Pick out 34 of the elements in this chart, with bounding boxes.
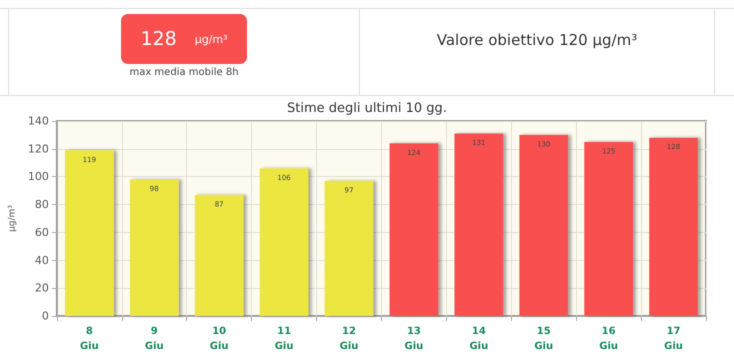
bar (130, 180, 179, 316)
x-tick-label: 12 Giu (340, 326, 358, 352)
bar (194, 194, 244, 316)
x-tick-label: 14 Giu (469, 326, 488, 352)
y-tick-label: 0 (42, 310, 49, 322)
bar (519, 134, 568, 316)
text: µg/m³ (194, 32, 228, 46)
y-tick-label: 100 (28, 170, 49, 184)
y-tick-label: 120 (28, 142, 49, 156)
text: Valore obiettivo 120 µg/m³ (360, 9, 715, 95)
bar (454, 134, 504, 316)
chart-title: Stime degli ultimi 10 gg. (287, 101, 447, 116)
x-tick-label: 16 Giu (599, 326, 618, 352)
x-tick-label: 10 Giu (210, 326, 229, 352)
y-tick-label: 40 (34, 254, 49, 267)
bar (649, 138, 698, 316)
bar (324, 180, 374, 316)
x-tick-label: 17 Giu (664, 326, 683, 352)
x-tick-label: 8 Giu (80, 326, 99, 352)
x-tick-label: 11 Giu (274, 326, 294, 352)
bar (584, 142, 633, 316)
bar (390, 143, 438, 316)
bar (260, 168, 308, 316)
text: 128 (140, 28, 177, 50)
y-axis-title: µg/m³ (8, 204, 18, 232)
x-tick-label: 13 Giu (404, 326, 424, 352)
x-tick-label: 9 Giu (144, 326, 164, 352)
text: max media mobile 8h (129, 67, 239, 78)
bar (65, 150, 114, 316)
y-tick-label: 20 (34, 282, 49, 295)
y-tick-label: 60 (34, 226, 49, 239)
y-tick-label: 80 (34, 198, 49, 212)
y-tick-label: 140 (28, 114, 49, 128)
x-tick-label: 15 Giu (534, 326, 554, 352)
